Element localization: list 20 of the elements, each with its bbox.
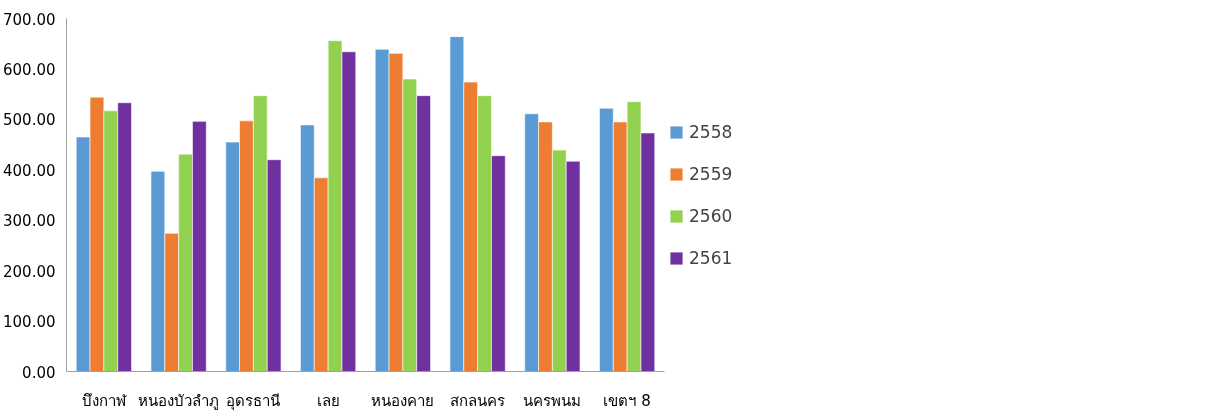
x-tick-label: สกลนคร: [450, 391, 506, 410]
y-tick-label: 400.00: [3, 161, 56, 180]
y-tick-label: 0.00: [22, 363, 56, 382]
x-tick-label: เขตฯ 8: [603, 391, 651, 410]
legend-label: 2560: [689, 205, 733, 226]
x-tick-label: นครพนม: [523, 391, 582, 410]
legend-label: 2561: [689, 247, 733, 268]
y-tick-label: 500.00: [3, 111, 56, 130]
y-tick-label: 600.00: [3, 60, 56, 79]
legend-label: 2558: [689, 121, 733, 142]
x-tick-label: อุดรธานี: [226, 391, 281, 411]
x-tick-label: หนองคาย: [371, 391, 435, 410]
x-tick-label: บึงกาฬ: [81, 391, 127, 410]
y-tick-label: 300.00: [3, 212, 56, 231]
y-tick-label: 200.00: [3, 262, 56, 281]
y-tick-label: 700.00: [3, 10, 56, 29]
y-tick-label: 100.00: [3, 313, 56, 332]
x-tick-label: เลย: [316, 391, 340, 410]
legend-label: 2559: [689, 163, 733, 184]
x-tick-label: หนองบัวลำภู: [138, 391, 220, 410]
